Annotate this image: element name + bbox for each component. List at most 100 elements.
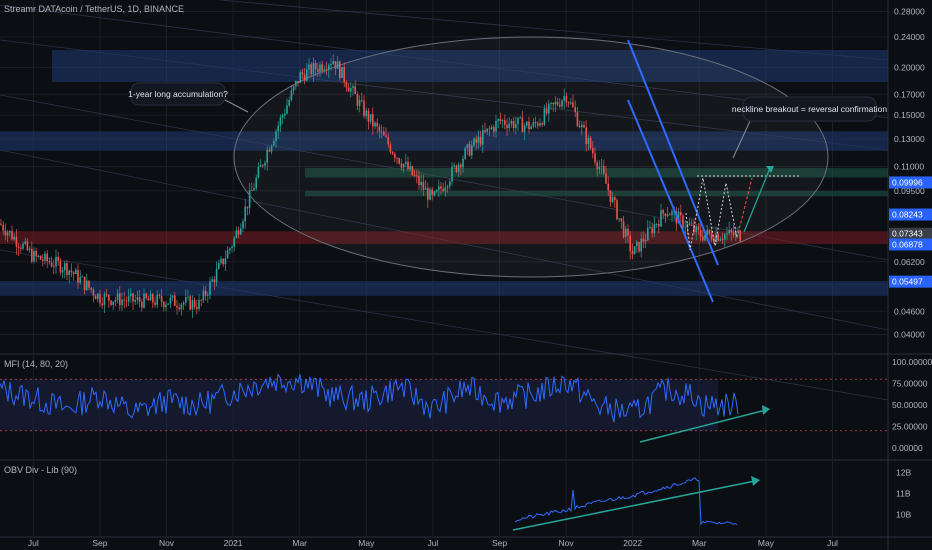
candle: [363, 100, 365, 117]
candle: [356, 93, 359, 106]
projection-dashed: [736, 177, 753, 239]
candle: [22, 243, 24, 249]
obv-title: OBV Div - Lib (90): [4, 465, 78, 475]
candle: [528, 121, 530, 130]
price-tag-label: 0.06878: [892, 239, 923, 249]
candle: [317, 69, 319, 72]
candle: [163, 302, 165, 308]
candle: [130, 293, 132, 297]
candle: [200, 299, 202, 301]
candle: [449, 181, 451, 187]
candle: [332, 61, 334, 65]
candle: [671, 211, 673, 216]
candle: [103, 294, 106, 306]
candle: [189, 296, 191, 310]
candle: [691, 224, 693, 226]
accumulation-note-text: 1-year long accumulation?: [128, 89, 228, 99]
candle: [409, 166, 411, 170]
candle: [90, 287, 92, 290]
candle: [664, 213, 667, 217]
candle: [594, 153, 596, 163]
candle: [433, 191, 436, 195]
candle: [310, 64, 312, 75]
price-tag-label: 0.09996: [892, 177, 923, 187]
candle: [413, 175, 416, 176]
candle: [121, 299, 123, 306]
candle: [644, 240, 647, 242]
candle: [24, 241, 26, 244]
candle: [198, 299, 200, 310]
candle: [334, 61, 337, 69]
candle: [407, 161, 409, 170]
candle: [554, 101, 557, 105]
candle: [83, 276, 86, 290]
candle: [367, 110, 370, 122]
candle: [662, 210, 664, 214]
candle: [629, 235, 631, 252]
candle: [42, 259, 44, 261]
price-tick-label: 0.13000: [894, 134, 925, 144]
candle: [600, 165, 603, 167]
candle: [457, 164, 460, 172]
candle: [400, 163, 403, 168]
candle: [475, 138, 477, 143]
axes: 0.28000 0.24000 0.20000 0.17000 0.15000 0.130…: [28, 6, 932, 548]
candle: [213, 279, 216, 283]
candle: [31, 248, 33, 262]
candle: [114, 299, 117, 302]
candle: [196, 307, 198, 310]
candle: [323, 69, 326, 71]
price-tick-label: 0.06200: [894, 257, 925, 267]
candle: [53, 266, 55, 268]
candle: [565, 95, 568, 103]
candle: [732, 232, 735, 236]
candle: [422, 181, 425, 190]
price-tick-label: 0.28000: [894, 6, 925, 16]
candle: [567, 102, 570, 104]
candle: [209, 281, 211, 295]
candle: [521, 117, 524, 133]
candle: [515, 124, 517, 129]
zone-demand: [0, 231, 888, 244]
candle: [125, 300, 128, 302]
candle: [204, 290, 207, 296]
candle: [145, 293, 147, 299]
candle: [147, 298, 150, 301]
candle: [141, 301, 143, 308]
candle: [420, 181, 422, 186]
candle: [156, 294, 158, 305]
candle: [178, 307, 180, 310]
candle: [9, 230, 11, 233]
candle: [369, 114, 372, 122]
candle: [110, 300, 112, 305]
candle: [358, 100, 361, 106]
candle: [255, 177, 257, 189]
candle: [143, 293, 145, 308]
candle: [2, 224, 4, 231]
candle: [165, 304, 167, 308]
candle: [570, 102, 572, 104]
candle: [0, 223, 2, 225]
candle: [462, 158, 464, 168]
candle: [176, 305, 178, 308]
x-tick-label: 2021: [224, 538, 243, 548]
candle: [706, 229, 708, 235]
candle: [468, 144, 471, 156]
candle: [180, 304, 183, 310]
x-tick-label: Jul: [427, 538, 438, 548]
candle: [266, 149, 268, 163]
candle: [341, 67, 343, 78]
candle: [215, 268, 218, 283]
candle: [306, 69, 308, 81]
candle: [383, 131, 385, 136]
candle: [77, 269, 79, 283]
candle: [563, 95, 565, 101]
zone-support: [0, 281, 888, 296]
candle: [541, 123, 543, 125]
obv-tick-label: 12B: [896, 467, 911, 477]
candle: [596, 162, 598, 170]
candle: [202, 290, 205, 301]
candle: [264, 162, 266, 166]
candle: [717, 234, 719, 241]
candle: [345, 82, 348, 88]
